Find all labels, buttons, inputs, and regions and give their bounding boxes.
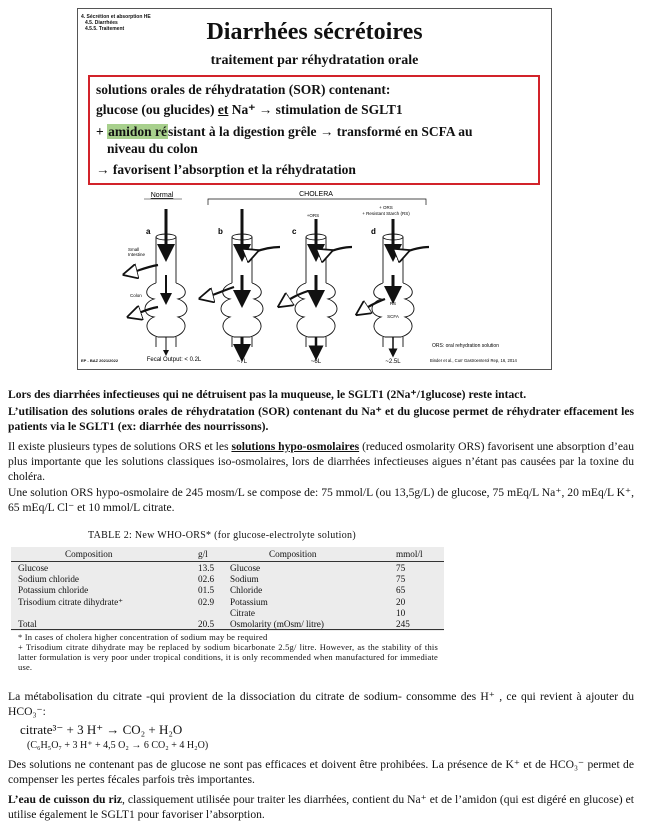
- right-values: 75 75 65 20 10 245: [396, 563, 410, 630]
- col-header-composition-1: Composition: [65, 549, 112, 560]
- slide: 4. Sécrétion et absorption HE 4.5. Diarr…: [77, 8, 552, 370]
- box-line-4: niveau du colon: [107, 140, 198, 157]
- equation-1: citrate³⁻ + 3 H⁺ → CO₂ + H₂O: [20, 722, 182, 738]
- paragraph-3: Il existe plusieurs types de solutions O…: [8, 439, 634, 484]
- output-b: ~7L: [237, 359, 248, 365]
- ors-figure: Normal CHOLERA a b c d +ORS + ORS + Resi…: [86, 187, 546, 365]
- exchange-arrows: [130, 247, 429, 315]
- intestine-drawings: [145, 234, 414, 347]
- box-line-2: glucose (ou glucides) et Na⁺ → stimulati…: [96, 101, 403, 118]
- left-names: Glucose Sodium chloride Potassium chlori…: [18, 563, 123, 630]
- slide-subtitle: traitement par réhydratation orale: [78, 53, 551, 69]
- equation-2: (C₆H₅O₇ + 3 H⁺ + 4,5 O₂ → 6 CO₂ + 4 H₂O): [27, 740, 208, 751]
- left-values: 13.5 02.6 01.5 02.9 20.5: [198, 563, 214, 630]
- col-header-mmol: mmol/l: [396, 549, 423, 560]
- label-ors-d: + ORS: [379, 205, 393, 210]
- paragraph-1: Lors des diarrhées infectieuses qui ne d…: [8, 387, 634, 402]
- box-line-1: solutions orales de réhydratation (SOR) …: [96, 81, 390, 98]
- box-line-5: → favorisent l’absorption et la réhydrat…: [96, 161, 356, 178]
- key-points-box: solutions orales de réhydratation (SOR) …: [88, 75, 540, 185]
- output-normal: Fecal Output: < 0.2L: [147, 357, 202, 363]
- label-ors-c: +ORS: [307, 213, 319, 218]
- figure-legend: ORS: oral rehydration solution: [432, 343, 499, 349]
- label-cholera: CHOLERA: [299, 191, 333, 198]
- output-c: ~6L: [311, 359, 322, 365]
- col-header-composition-2: Composition: [269, 549, 316, 560]
- flow-arrows: [166, 209, 393, 353]
- label-rs: RS: [390, 301, 396, 306]
- who-ors-table: Composition g/l Composition mmol/l Gluco…: [11, 547, 444, 631]
- table-title: TABLE 2: New WHO-ORS* (for glucose-elect…: [88, 530, 356, 541]
- paragraph-6: Des solutions ne contenant pas de glucos…: [8, 757, 634, 787]
- right-names: Glucose Sodium Chloride Potassium Citrat…: [230, 563, 324, 630]
- figure-citation: Binder et al., Curr Gastroenterol Rep, 1…: [430, 358, 517, 363]
- paragraph-5: La métabolisation du citrate -qui provie…: [8, 689, 634, 719]
- box-line-3: + amidon résistant à la digestion grêle …: [96, 123, 473, 140]
- label-scfa: SCFA: [387, 314, 399, 319]
- paragraph-4: Une solution ORS hypo-osmolaire de 245 m…: [8, 485, 634, 515]
- label-colon: Colon: [130, 293, 142, 298]
- paragraph-7: L’eau de cuisson du riz, classiquement u…: [8, 792, 634, 822]
- panel-c-letter: c: [292, 227, 297, 236]
- label-small-intestine: Small Intestine: [128, 247, 146, 257]
- label-normal: Normal: [151, 192, 174, 199]
- slide-footer: EP - BAZ 2021/2022: [81, 358, 118, 363]
- table-notes: * In cases of cholera higher concentrati…: [18, 632, 438, 672]
- output-d: ~2.5L: [385, 359, 401, 365]
- panel-a-letter: a: [146, 227, 151, 236]
- highlight: amidon ré: [107, 124, 168, 139]
- panel-b-letter: b: [218, 227, 223, 236]
- label-rs-d: + Resistant Starch (RS): [362, 211, 410, 216]
- col-header-gl: g/l: [198, 549, 208, 560]
- slide-title: Diarrhées sécrétoires: [78, 19, 551, 46]
- paragraph-2: L’utilisation des solutions orales de ré…: [8, 404, 634, 434]
- panel-d-letter: d: [371, 227, 376, 236]
